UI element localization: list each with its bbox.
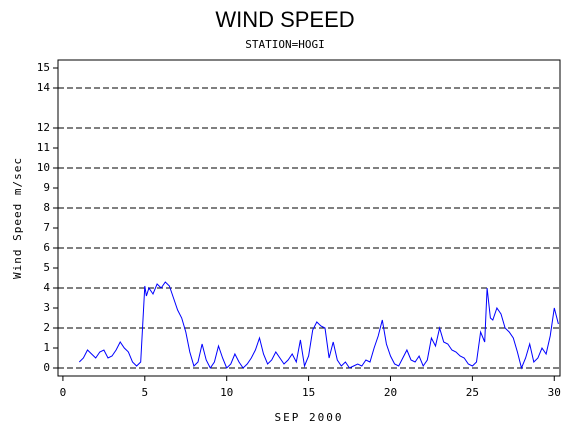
y-tick-label: 12: [37, 121, 50, 134]
y-tick-label: 6: [43, 241, 50, 254]
y-tick-label: 3: [43, 301, 50, 314]
y-tick-label: 1: [43, 341, 50, 354]
series-line: [78, 281, 559, 370]
x-tick-label: 10: [220, 386, 233, 399]
x-tick-label: 20: [384, 386, 397, 399]
y-tick-label: 11: [37, 141, 50, 154]
y-tick-label: 4: [43, 281, 50, 294]
plot-frame: [57, 59, 561, 377]
y-tick-label: 15: [37, 61, 50, 74]
chart-title: WIND SPEED: [215, 7, 354, 32]
y-tick-label: 2: [43, 321, 50, 334]
y-tick-label: 8: [43, 201, 50, 214]
chart-subtitle: STATION=HOGI: [245, 38, 324, 51]
y-axis-label: Wind Speed m/sec: [11, 157, 24, 279]
x-tick-label: 0: [60, 386, 67, 399]
x-tick-label: 25: [466, 386, 479, 399]
x-tick-label: 5: [141, 386, 148, 399]
y-tick-label: 7: [43, 221, 50, 234]
x-tick-label: 15: [302, 386, 315, 399]
x-axis-label: SEP 2000: [275, 411, 344, 424]
y-tick-label: 5: [43, 261, 50, 274]
x-tick-label: 30: [548, 386, 561, 399]
y-tick-label: 14: [37, 81, 51, 94]
y-tick-label: 0: [43, 361, 50, 374]
y-tick-label: 9: [43, 181, 50, 194]
y-tick-label: 10: [37, 161, 50, 174]
